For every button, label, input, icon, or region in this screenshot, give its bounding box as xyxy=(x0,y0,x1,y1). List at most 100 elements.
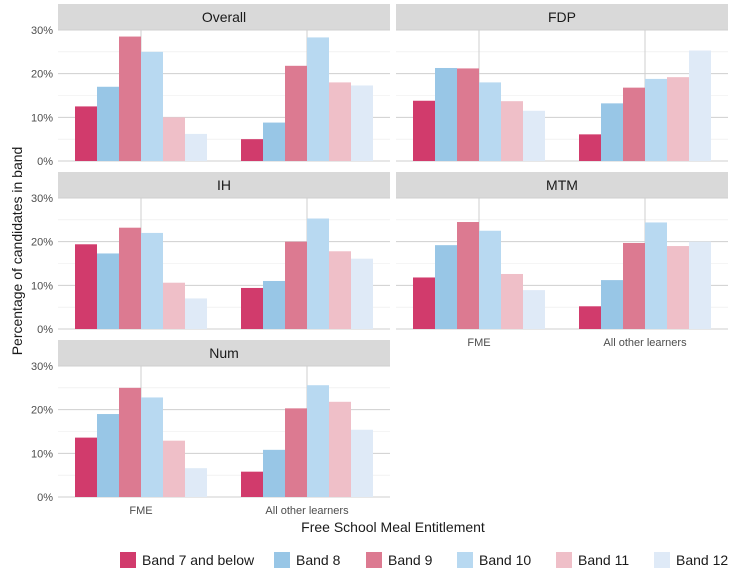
facet-strip xyxy=(396,4,728,30)
bar xyxy=(351,429,373,497)
facet-panel: MTM FME All other learners xyxy=(396,172,728,349)
bar xyxy=(501,273,523,329)
facet-strip xyxy=(58,4,390,30)
bar xyxy=(307,385,329,497)
bar xyxy=(241,287,263,329)
bar xyxy=(75,106,97,161)
facet-panel: FDP xyxy=(396,4,728,162)
bar xyxy=(579,134,601,161)
legend-label: Band 10 xyxy=(479,552,531,568)
bar xyxy=(645,222,667,329)
bar xyxy=(689,50,711,162)
y-tick-label: 10% xyxy=(31,280,53,292)
facet-title: Num xyxy=(209,345,239,361)
facet-panel: Num 0% 10% 20% 30% FME All other learners xyxy=(31,340,390,517)
y-tick-label: 10% xyxy=(31,112,53,124)
x-tick-label: All other learners xyxy=(265,505,349,517)
bar xyxy=(329,251,351,329)
bar xyxy=(141,397,163,497)
legend-swatch xyxy=(457,552,473,568)
bar xyxy=(579,306,601,329)
bar xyxy=(307,37,329,161)
bar xyxy=(667,77,689,161)
bar xyxy=(241,471,263,497)
x-axis-title: Free School Meal Entitlement xyxy=(301,519,485,535)
x-tick-label: All other learners xyxy=(603,337,687,349)
legend-swatch xyxy=(274,552,290,568)
bar xyxy=(141,51,163,162)
facet-strip xyxy=(58,172,390,198)
legend: Band 7 and below Band 8 Band 9 Band 10 Band … xyxy=(120,552,728,568)
bar xyxy=(329,401,351,497)
bar xyxy=(185,133,207,161)
bar xyxy=(689,241,711,329)
bar xyxy=(97,414,119,497)
bar xyxy=(523,110,545,161)
bar xyxy=(285,241,307,329)
legend-swatch xyxy=(556,552,572,568)
bar xyxy=(413,100,435,161)
bar xyxy=(263,449,285,497)
bar xyxy=(75,244,97,329)
x-tick-label: FME xyxy=(467,337,490,349)
bar xyxy=(163,440,185,497)
bar xyxy=(263,280,285,329)
bar xyxy=(667,246,689,329)
facet-panel: Overall 0% 10% 20% 30% xyxy=(31,4,390,168)
bar xyxy=(457,222,479,329)
legend-swatch xyxy=(120,552,136,568)
bar xyxy=(141,232,163,329)
legend-label: Band 7 and below xyxy=(142,552,255,568)
y-tick-label: 0% xyxy=(37,324,53,336)
y-tick-label: 30% xyxy=(31,361,53,373)
y-tick-label: 0% xyxy=(37,156,53,168)
facet-title: Overall xyxy=(202,9,246,25)
bar xyxy=(479,230,501,329)
y-tick-label: 20% xyxy=(31,405,53,417)
bar xyxy=(329,82,351,161)
bar xyxy=(479,82,501,161)
bar xyxy=(435,67,457,161)
bar xyxy=(185,468,207,497)
bar xyxy=(285,65,307,161)
bar xyxy=(119,227,141,329)
legend-label: Band 12 xyxy=(676,552,728,568)
bar xyxy=(601,103,623,161)
bar xyxy=(523,290,545,329)
bar xyxy=(185,298,207,329)
bar xyxy=(75,437,97,497)
bar xyxy=(351,85,373,161)
facet-panel: IH 0% 10% 20% 30% xyxy=(31,172,390,336)
bar xyxy=(263,122,285,161)
facet-title: FDP xyxy=(548,9,576,25)
bar xyxy=(601,280,623,329)
bar xyxy=(307,218,329,329)
bar xyxy=(351,258,373,329)
bar xyxy=(97,86,119,161)
bar xyxy=(435,245,457,329)
legend-swatch xyxy=(654,552,670,568)
legend-label: Band 11 xyxy=(578,552,629,568)
facet-strip xyxy=(58,340,390,366)
facet-strip xyxy=(396,172,728,198)
y-tick-label: 30% xyxy=(31,193,53,205)
facet-title: MTM xyxy=(546,177,578,193)
y-tick-label: 20% xyxy=(31,237,53,249)
y-tick-label: 10% xyxy=(31,448,53,460)
bar xyxy=(163,117,185,161)
bar xyxy=(119,387,141,497)
bar xyxy=(623,87,645,161)
legend-label: Band 8 xyxy=(296,552,341,568)
x-tick-label: FME xyxy=(129,505,152,517)
bar xyxy=(501,101,523,161)
bar xyxy=(285,408,307,497)
bar xyxy=(457,68,479,161)
bar xyxy=(163,282,185,329)
y-tick-label: 0% xyxy=(37,492,53,504)
bar xyxy=(413,277,435,329)
facet-title: IH xyxy=(217,177,231,193)
legend-swatch xyxy=(366,552,382,568)
y-tick-label: 30% xyxy=(31,25,53,37)
